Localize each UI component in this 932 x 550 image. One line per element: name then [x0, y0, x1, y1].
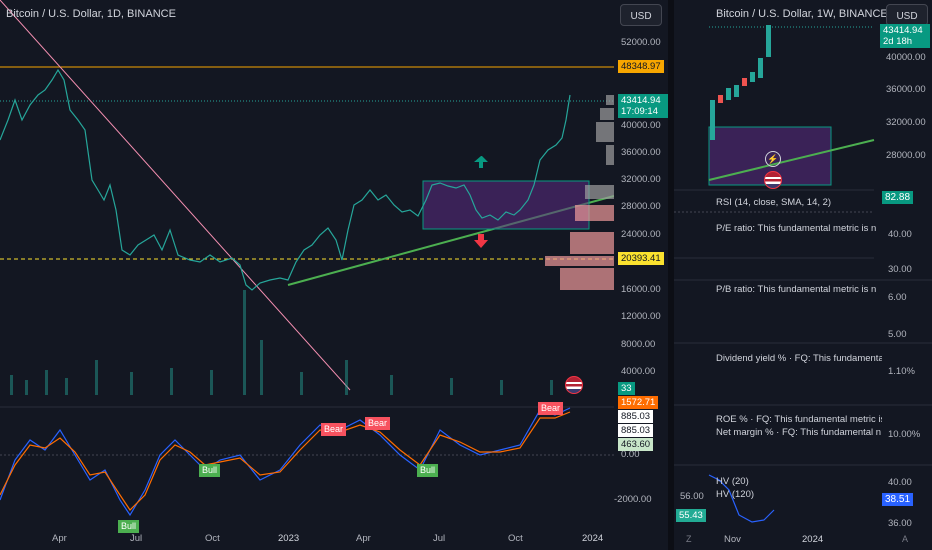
volume-tag: 33 — [618, 382, 635, 395]
osc-a-tag: 885.03 — [618, 410, 654, 423]
price-label: 40000.00 — [621, 120, 661, 131]
osc-b-tag: 885.03 — [618, 424, 654, 437]
price-label: 32000.00 — [621, 174, 661, 185]
descending-trendline — [0, 0, 351, 391]
bear-signal: Bear — [538, 402, 564, 415]
hv-line — [708, 474, 775, 523]
last-price-value: 43414.94 — [621, 95, 661, 106]
dividend-axis-label: 1.10% — [888, 366, 915, 377]
footer-zoom-label[interactable]: Z — [686, 534, 692, 544]
hv-axis-label: 36.00 — [888, 518, 912, 529]
chart-divider[interactable] — [668, 0, 674, 550]
price-label: 24000.00 — [621, 229, 661, 240]
time-label: Jul — [433, 533, 446, 544]
time-label: 2023 — [278, 533, 300, 544]
price-label: 40000.00 — [886, 52, 926, 63]
last-price-tag: 43414.94 17:09:14 — [618, 94, 668, 118]
left-chart-title: Bitcoin / U.S. Dollar, 1D, BINANCE — [6, 8, 176, 20]
oscillator-slow — [0, 411, 571, 511]
countdown-value: 17:09:14 — [621, 106, 658, 117]
support-tag: 20393.41 — [618, 252, 664, 265]
rsi-value-tag: 82.88 — [882, 191, 914, 204]
time-label: Apr — [356, 533, 371, 544]
right-last-price-tag: 43414.94 2d 18h — [880, 24, 930, 48]
left-currency-button[interactable]: USD — [620, 4, 662, 26]
price-label: -2000.00 — [614, 494, 652, 505]
right-chart[interactable]: Bitcoin / U.S. Dollar, 1W, BINANCE USD 4… — [674, 0, 932, 550]
pb-axis-label: 6.00 — [888, 292, 907, 303]
pe-axis-label: 40.00 — [888, 229, 912, 240]
price-label: 12000.00 — [621, 311, 661, 322]
volume-bars — [10, 290, 553, 395]
us-flag-icon[interactable] — [565, 376, 583, 394]
roe-label: ROE % · FQ: This fundamental metric is — [716, 414, 882, 425]
range-box — [422, 180, 590, 230]
roe-axis-label: 10.00% — [888, 429, 921, 440]
up-arrow-icon — [474, 156, 488, 168]
pb-label: P/B ratio: This fundamental metric is n — [716, 284, 877, 295]
pe-label: P/E ratio: This fundamental metric is n — [716, 223, 877, 234]
price-label: 16000.00 — [621, 284, 661, 295]
price-label: 28000.00 — [621, 201, 661, 212]
down-arrow-icon — [474, 240, 488, 248]
ascending-trendline — [708, 139, 875, 181]
right-currency-button[interactable]: USD — [886, 4, 928, 26]
price-label: 36000.00 — [621, 147, 661, 158]
price-label: 52000.00 — [621, 37, 661, 48]
right-chart-title: Bitcoin / U.S. Dollar, 1W, BINANCE — [716, 8, 888, 20]
bull-signal: Bull — [199, 464, 221, 477]
dividend-label: Dividend yield % · FQ: This fundamenta — [716, 353, 882, 364]
time-label: Apr — [52, 533, 67, 544]
oscillator-fast — [0, 407, 571, 517]
osc-c-tag: 463.60 — [618, 438, 654, 451]
price-label: 28000.00 — [886, 150, 926, 161]
countdown-value: 2d 18h — [883, 36, 913, 47]
price-series — [0, 68, 571, 291]
time-label: Jul — [130, 533, 143, 544]
price-label: 32000.00 — [886, 117, 926, 128]
pe-axis-label: 30.00 — [888, 264, 912, 275]
time-label: Nov — [724, 534, 741, 545]
hv-value-tag: 38.51 — [882, 493, 914, 506]
pb-axis-label: 5.00 — [888, 329, 907, 340]
left-chart[interactable]: Bitcoin / U.S. Dollar, 1D, BINANCE USD 5… — [0, 0, 668, 550]
footer-auto-label[interactable]: A — [902, 534, 909, 544]
osc-top-tag: 1572.71 — [618, 396, 659, 409]
bull-signal: Bull — [417, 464, 439, 477]
left-chart-canvas — [0, 0, 614, 517]
resistance-tag: 48348.97 — [618, 60, 664, 73]
price-label: 4000.00 — [621, 366, 656, 377]
hv-left-label: 56.00 — [680, 491, 704, 502]
right-chart-canvas — [674, 25, 932, 523]
time-label: Oct — [205, 533, 220, 544]
hv-axis-label: 40.00 — [888, 477, 912, 488]
time-label: 2024 — [802, 534, 824, 545]
bear-signal: Bear — [365, 417, 391, 430]
time-label: Oct — [508, 533, 523, 544]
bear-signal: Bear — [321, 423, 347, 436]
last-price-value: 43414.94 — [883, 25, 923, 36]
time-label: 2024 — [582, 533, 604, 544]
price-label: 36000.00 — [886, 84, 926, 95]
price-label: 8000.00 — [621, 339, 656, 350]
volume-profile — [545, 95, 614, 290]
alert-icon[interactable]: ⚡ — [765, 151, 781, 167]
weekly-candles — [710, 25, 771, 140]
price-label: 0.00 — [621, 449, 640, 460]
hv-left-tag: 55.43 — [676, 509, 706, 522]
rsi-label: RSI (14, close, SMA, 14, 2) — [716, 197, 832, 208]
hv120-label: HV (120) — [716, 489, 755, 500]
hv20-label: HV (20) — [716, 476, 749, 487]
us-flag-icon[interactable] — [764, 171, 782, 189]
net-margin-label: Net margin % · FQ: This fundamental n — [716, 427, 882, 438]
bull-signal: Bull — [118, 520, 140, 533]
